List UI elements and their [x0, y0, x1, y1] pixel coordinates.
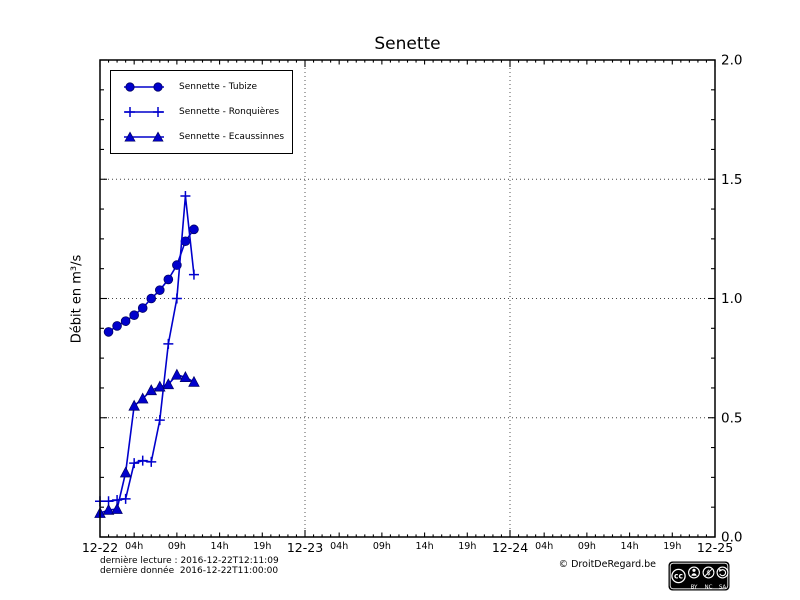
plus-marker-icon [124, 106, 164, 117]
data-point-plus [129, 458, 140, 469]
svg-text:cc: cc [674, 572, 683, 581]
series-sennette-ronqui-res [95, 190, 199, 507]
x-hour-tick-label: 19h [663, 541, 681, 552]
data-point-triangle [162, 378, 175, 390]
x-hour-tick-label: 04h [535, 541, 553, 552]
data-point-circle [137, 303, 148, 313]
plot-frame [99, 59, 716, 538]
x-hour-tick-label: 09h [168, 541, 186, 552]
series-sennette-ecaussinnes [94, 368, 200, 518]
series-line [99, 373, 195, 514]
x-day-tick-label: 12-23 [287, 540, 323, 555]
legend-label: Sennette - Tubize [179, 82, 258, 93]
cc-nc-icon: $ NC [702, 566, 715, 591]
y-tick-label: 1.0 [721, 291, 742, 307]
x-hour-tick-label: 04h [125, 541, 143, 552]
chart-title: Senette [374, 34, 441, 54]
data-point-triangle [145, 384, 158, 396]
data-point-circle [146, 293, 157, 304]
y-axis-label: Débit en m³/s [69, 254, 85, 344]
legend-item-ecaussinnes: Sennette - Ecaussinnes [121, 125, 292, 149]
svg-text:$: $ [706, 569, 710, 577]
cc-by-icon: BY [688, 566, 700, 591]
data-point-triangle [136, 392, 149, 404]
legend-item-tubize: Sennette - Tubize [121, 75, 292, 99]
x-day-tick-label: 12-24 [492, 540, 528, 555]
x-hour-tick-label: 19h [253, 541, 271, 552]
legend-label: Sennette - Ecaussinnes [179, 131, 285, 142]
data-point-plus [180, 190, 191, 201]
x-hour-tick-label: 09h [578, 541, 596, 552]
data-point-circle [129, 310, 139, 320]
x-day-tick-label: 12-22 [82, 540, 118, 555]
last-read-timestamp: dernière lecture : 2016-12-22T12:11:09 [100, 556, 279, 566]
triangle-marker-icon [124, 131, 164, 142]
data-point-plus [154, 415, 165, 426]
legend-label: Sennette - Ronquières [179, 106, 280, 117]
gridlines [100, 60, 715, 537]
data-point-circle [103, 327, 114, 337]
last-data-timestamp: dernière donnée 2016-12-22T11:00:00 [100, 566, 279, 576]
y-tick-label: 2.0 [721, 53, 742, 69]
data-point-plus [171, 293, 182, 304]
data-point-plus [146, 456, 157, 467]
circle-marker-icon [124, 82, 164, 92]
data-point-triangle [102, 503, 115, 515]
data-point-circle [112, 321, 122, 331]
copyright-text: © DroitDeRegard.be [558, 559, 656, 570]
x-hour-tick-label: 14h [416, 541, 434, 552]
data-point-circle [120, 316, 131, 326]
x-hour-tick-label: 19h [458, 541, 476, 552]
svg-text:SA: SA [719, 585, 727, 591]
data-point-triangle [119, 466, 132, 478]
x-hour-tick-label: 14h [211, 541, 229, 552]
y-tick-label: 0.5 [721, 410, 742, 426]
data-point-triangle [179, 371, 192, 382]
data-point-circle [189, 224, 199, 235]
cc-sa-icon: SA [716, 566, 729, 591]
cc-logo-icon: cc [671, 568, 686, 584]
data-point-circle [163, 274, 174, 285]
data-point-plus [163, 338, 174, 349]
data-point-triangle [171, 368, 183, 380]
data-point-circle [154, 285, 165, 295]
axis-labels: 12-22 12-23 12-24 12-25 04h 09h 14h 19h 04h 09h 14… [82, 53, 743, 556]
y-tick-label: 0.0 [721, 530, 742, 546]
x-hour-tick-label: 09h [373, 541, 391, 552]
legend: Sennette - Tubize Sennette - Ronquières … [110, 70, 293, 154]
series-line [100, 195, 195, 503]
x-hour-tick-label: 04h [330, 541, 348, 552]
data-point-triangle [111, 502, 123, 514]
data-point-plus [120, 493, 131, 504]
x-hour-tick-label: 14h [621, 541, 639, 552]
svg-text:BY: BY [691, 585, 698, 591]
y-tick-label: 1.5 [721, 172, 742, 188]
data-point-triangle [154, 380, 166, 392]
x-day-tick-label: 12-25 [697, 540, 733, 555]
legend-item-ronquieres: Sennette - Ronquières [121, 100, 292, 124]
data-point-plus [137, 455, 148, 466]
svg-text:NC: NC [705, 585, 713, 591]
data-point-triangle [188, 375, 200, 387]
cc-by-nc-sa-badge[interactable]: cc BY $ NC SA [668, 561, 730, 591]
data-point-triangle [128, 399, 140, 411]
series-sennette-tubize [103, 224, 199, 337]
data-point-plus [188, 269, 199, 280]
